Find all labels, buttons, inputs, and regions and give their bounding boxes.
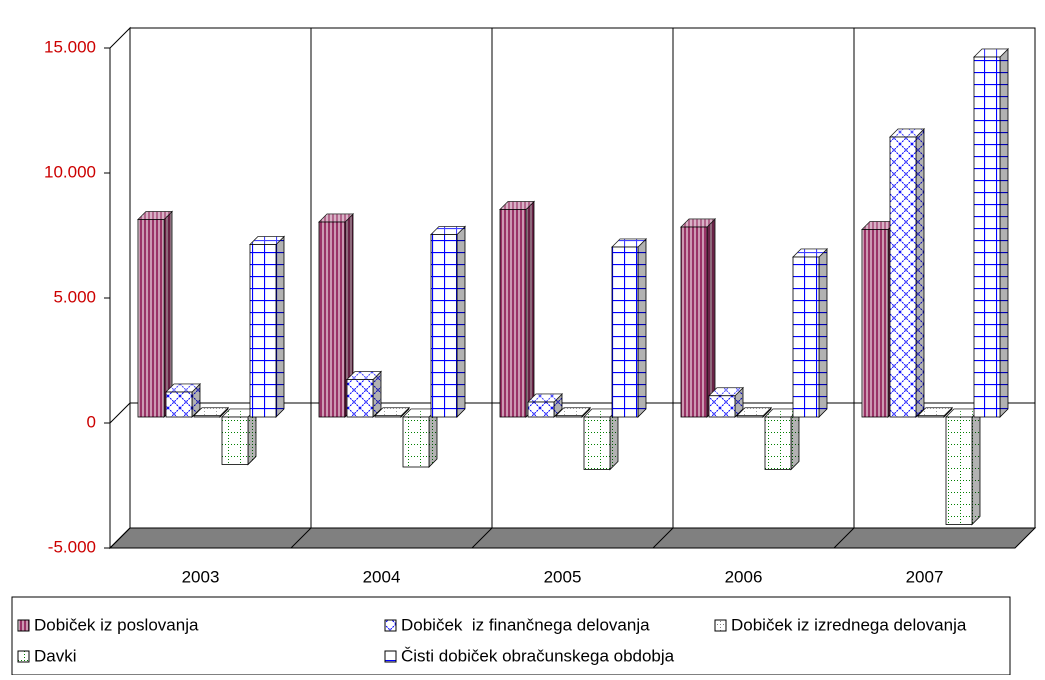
bar-top-shade <box>138 211 172 220</box>
bar-side-shade <box>429 409 437 467</box>
bar-top-shade <box>528 394 562 402</box>
bar-side-shade <box>345 214 353 417</box>
x-tick-label: 2005 <box>544 567 582 586</box>
bar-side-shade <box>1000 49 1008 417</box>
bar-top-shade <box>222 409 256 417</box>
bar-top-shade <box>862 221 896 230</box>
bar-top-shade <box>612 239 646 247</box>
side-wall <box>109 26 131 550</box>
bar <box>249 244 277 418</box>
bar-top-shade <box>918 407 952 416</box>
bar-top-shade <box>737 407 771 416</box>
bar <box>917 415 945 418</box>
bar <box>193 415 221 418</box>
y-tick-label: 5.000 <box>53 287 96 306</box>
y-tick-label: 0 <box>87 412 96 431</box>
bar-top-shade <box>319 214 353 222</box>
bar-top-shade <box>793 249 827 257</box>
bar-top-shade <box>709 387 743 396</box>
floor-divider <box>290 527 312 549</box>
bar-top-shade <box>584 409 618 417</box>
bar-top-shade <box>166 384 200 392</box>
bar-top-shade <box>431 226 465 235</box>
bar <box>402 416 430 468</box>
zero-line-side <box>109 402 131 424</box>
bar-top-shade <box>556 407 590 416</box>
bar <box>555 415 583 418</box>
x-tick-label: 2007 <box>906 567 944 586</box>
x-tick-label: 2006 <box>725 567 763 586</box>
legend-label: Davki <box>34 646 77 665</box>
y-tick-label: 15.000 <box>44 37 96 56</box>
floor <box>108 527 1037 549</box>
bar <box>889 136 917 418</box>
bar-side-shade <box>791 409 799 470</box>
bar <box>221 416 249 465</box>
floor-divider <box>652 527 674 549</box>
legend-label: Čisti dobiček obračunskega obdobja <box>401 646 675 665</box>
legend-swatch <box>384 650 397 663</box>
bar-side-shade <box>164 211 172 417</box>
bar-side-shade <box>707 219 715 417</box>
bar-side-shade <box>972 409 980 525</box>
bar <box>499 209 527 418</box>
bar <box>792 256 820 418</box>
legend <box>11 596 1011 676</box>
bar <box>318 221 346 418</box>
bar-top-shade <box>946 409 980 417</box>
bar <box>165 391 193 418</box>
bar-top-shade <box>681 219 715 227</box>
floor-divider <box>471 527 493 549</box>
bar <box>680 226 708 418</box>
bar <box>374 415 402 418</box>
bar <box>861 229 889 418</box>
bar-side-shade <box>916 129 924 417</box>
bar <box>708 395 736 418</box>
bar-top-shade <box>974 49 1008 57</box>
bar <box>527 401 555 418</box>
bar-side-shade <box>735 387 743 417</box>
legend-swatch <box>384 619 397 632</box>
bar-side-shade <box>638 239 646 417</box>
bar-top-shade <box>500 201 534 210</box>
legend-label: Dobiček iz finančnega delovanja <box>401 615 650 634</box>
bar <box>583 416 611 470</box>
bar-side-shade <box>248 409 256 465</box>
bar-side-shade <box>610 409 618 470</box>
x-tick-label: 2004 <box>363 567 401 586</box>
bar-top-shade <box>765 409 799 417</box>
bar-side-shade <box>192 384 200 417</box>
bar-top-shade <box>890 129 924 137</box>
bar-top-shade <box>250 236 284 245</box>
bar <box>137 219 165 418</box>
bar-top-shade <box>375 407 409 416</box>
bar <box>736 415 764 418</box>
bar-side-shade <box>819 249 827 417</box>
x-tick-label: 2003 <box>182 567 220 586</box>
legend-swatch <box>17 619 30 632</box>
bar-top-shade <box>403 409 437 417</box>
bar-top-shade <box>194 407 228 416</box>
bar-side-shade <box>373 371 381 417</box>
bar-side-shade <box>276 236 284 417</box>
bar-side-shade <box>526 201 534 417</box>
bar <box>945 416 973 525</box>
legend-swatch <box>17 650 30 663</box>
bar <box>764 416 792 470</box>
floor-divider <box>109 527 131 549</box>
legend-label: Dobiček iz izrednega delovanja <box>731 615 967 634</box>
legend-label: Dobiček iz poslovanja <box>34 615 199 634</box>
bar-side-shade <box>554 394 562 417</box>
bar-top-shade <box>347 371 381 380</box>
floor-divider <box>833 527 855 549</box>
bar <box>973 56 1001 418</box>
bar-side-shade <box>457 226 465 417</box>
legend-swatch <box>714 619 727 632</box>
bar <box>430 234 458 418</box>
y-tick-label: -5.000 <box>48 537 96 556</box>
bar <box>611 246 639 418</box>
y-tick-label: 10.000 <box>44 162 96 181</box>
bar <box>346 379 374 418</box>
